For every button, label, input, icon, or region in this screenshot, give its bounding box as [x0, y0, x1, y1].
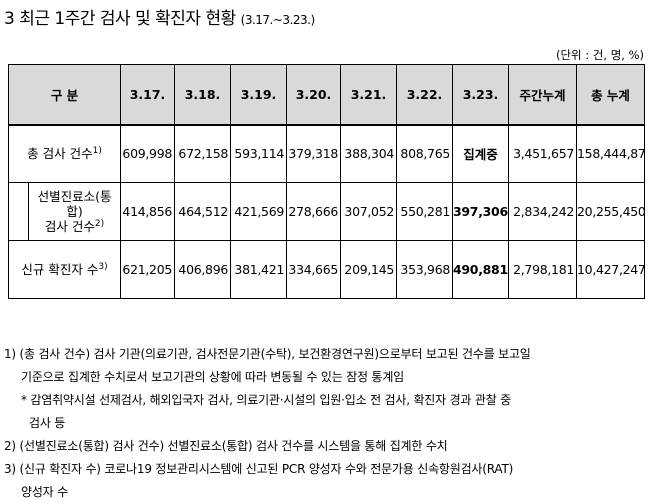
row-label-text: 신규 확진자 수	[21, 262, 99, 277]
table-cell: 334,665	[286, 240, 342, 299]
header-date: 3.21.	[340, 64, 398, 126]
table-cell: 10,427,247	[576, 240, 646, 299]
section-title: 3 최근 1주간 검사 및 확진자 현황 (3.17.~3.23.)	[4, 4, 315, 29]
table-cell: 808,765	[396, 124, 454, 183]
table-cell: 278,666	[286, 182, 342, 241]
footnote-marker: 3)	[98, 261, 108, 272]
table-cell: 307,052	[340, 182, 398, 241]
table-cell: 406,896	[174, 240, 232, 299]
row-label-text: 총 검사 건수	[27, 146, 93, 162]
row-label-new-cases: 신규 확진자 수3)	[7, 240, 122, 299]
table-cell: 550,281	[396, 182, 454, 241]
row-label-text: 선별진료소(통	[37, 189, 112, 204]
footnote-3-cont: 양성자 수	[21, 485, 68, 499]
header-date: 3.17.	[120, 64, 176, 126]
footnote-3: 3) (신규 확진자 수) 코로나19 정보관리시스템에 신고된 PCR 양성자…	[4, 462, 514, 476]
header-grand-total: 총 누계	[576, 64, 646, 126]
header-date: 3.18.	[174, 64, 232, 126]
table-cell: 609,998	[120, 124, 176, 183]
table-cell: 490,881	[452, 240, 510, 299]
table-cell: 20,255,450	[576, 182, 646, 241]
footnotes: 1) (총 검사 건수) 검사 기관(의료기관, 검사전문기관(수탁), 보건환…	[4, 343, 644, 504]
header-category: 구 분	[7, 64, 122, 126]
table-row: 총 검사 건수1) 609,998 672,158 593,114 379,31…	[7, 124, 646, 183]
footnote-marker: 1)	[92, 146, 102, 157]
header-weekly-total: 주간누계	[508, 64, 578, 126]
table-cell: 388,304	[340, 124, 398, 183]
indent-spacer	[8, 182, 29, 241]
table-cell-pending: 집계중	[452, 124, 510, 183]
table-cell: 672,158	[174, 124, 232, 183]
table-cell: 593,114	[230, 124, 288, 183]
section-title-text: 3 최근 1주간 검사 및 확진자 현황	[4, 9, 236, 29]
header-date: 3.20.	[286, 64, 342, 126]
table-cell: 353,968	[396, 240, 454, 299]
table-cell: 397,306	[452, 182, 510, 241]
table-cell: 464,512	[174, 182, 232, 241]
unit-note: (단위 : 건, 명, %)	[555, 48, 644, 62]
table-cell: 3,451,657	[508, 124, 578, 183]
section-title-period: (3.17.~3.23.)	[240, 13, 315, 27]
table-cell: 2,834,242	[508, 182, 578, 241]
table-cell: 158,444,879	[576, 124, 646, 183]
table-cell: 379,318	[286, 124, 342, 183]
header-date: 3.19.	[230, 64, 288, 126]
table-row: 선별진료소(통 합) 검사 건수2) 414,856 464,512 421,569…	[8, 182, 646, 241]
footnote-1-sub: * 감염취약시설 선제검사, 해외입국자 검사, 의료기관·시설의 입원·입소 …	[21, 393, 512, 407]
footnote-2: 2) (선별진료소(통합) 검사 건수) 선별진료소(통합) 검사 건수를 시스…	[4, 439, 448, 453]
table-cell: 209,145	[340, 240, 398, 299]
footnote-1: 1) (총 검사 건수) 검사 기관(의료기관, 검사전문기관(수탁), 보건환…	[4, 347, 531, 361]
table-header-row: 구 분 3.17. 3.18. 3.19. 3.20. 3.21. 3.22. …	[7, 64, 646, 126]
table-cell: 414,856	[120, 182, 176, 241]
table-cell: 621,205	[120, 240, 176, 299]
header-date: 3.22.	[396, 64, 454, 126]
table-cell: 2,798,181	[508, 240, 578, 299]
footnote-marker: 2)	[94, 218, 105, 229]
row-label-screening-tests: 선별진료소(통 합) 검사 건수2)	[27, 182, 122, 241]
footnote-1-cont: 기준으로 집계한 수치로서 보고기관의 상황에 따라 변동될 수 있는 잠정 통…	[21, 370, 405, 384]
footnote-1-sub-cont: 검사 등	[29, 416, 66, 430]
table-row: 신규 확진자 수3) 621,205 406,896 381,421 334,6…	[7, 240, 646, 299]
row-label-total-tests: 총 검사 건수1)	[7, 124, 122, 183]
header-date: 3.23.	[452, 64, 510, 126]
stats-table: 구 분 3.17. 3.18. 3.19. 3.20. 3.21. 3.22. …	[7, 64, 646, 299]
row-label-text: 합)	[66, 204, 83, 219]
row-label-text: 검사 건수	[44, 219, 95, 234]
table-cell: 421,569	[230, 182, 288, 241]
table-cell: 381,421	[230, 240, 288, 299]
